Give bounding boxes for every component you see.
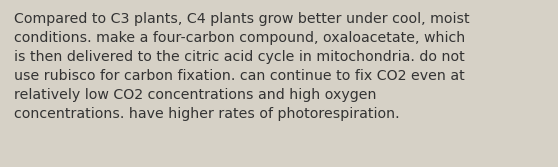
Text: Compared to C3 plants, C4 plants grow better under cool, moist
conditions. make : Compared to C3 plants, C4 plants grow be… [14,12,470,121]
